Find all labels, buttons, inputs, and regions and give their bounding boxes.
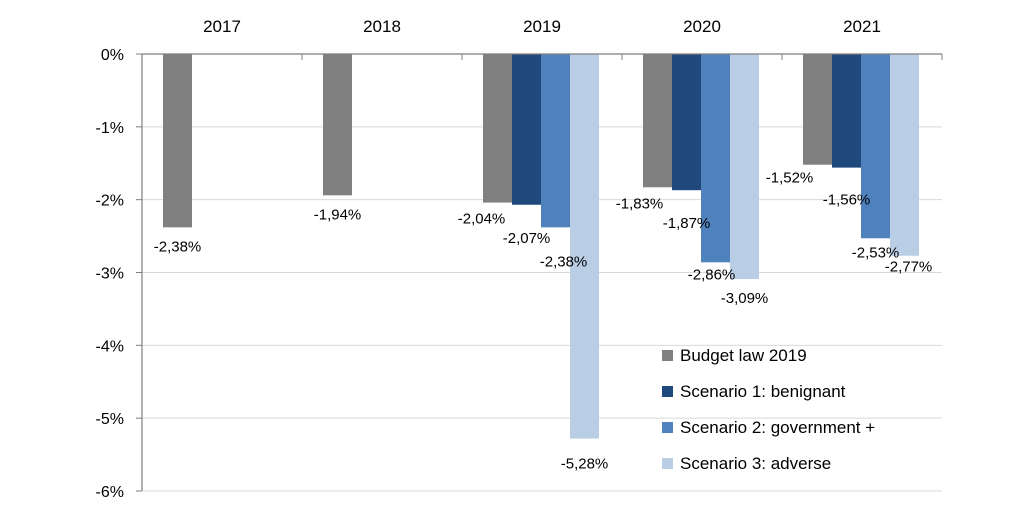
bar (730, 54, 759, 280)
bar (483, 54, 512, 203)
data-label: -2,53% (852, 244, 900, 261)
bar (672, 54, 701, 191)
data-label: -2,07% (503, 230, 551, 247)
legend-swatch (662, 386, 673, 397)
y-tick-label: -6% (96, 484, 124, 501)
data-label: -3,09% (721, 290, 769, 307)
bar (643, 54, 672, 188)
data-label: -2,38% (154, 238, 202, 255)
data-label: -5,28% (561, 456, 609, 473)
data-label: -2,38% (540, 253, 588, 270)
data-label: -2,04% (458, 211, 506, 228)
legend-item-label: Scenario 3: adverse (680, 454, 831, 473)
data-label: -2,86% (688, 266, 736, 283)
y-tick-label: -5% (96, 411, 124, 428)
legend-item-label: Scenario 2: government + (680, 418, 875, 437)
data-label: -2,77% (885, 259, 933, 276)
legend-swatch (662, 422, 673, 433)
y-tick-label: -2% (96, 193, 124, 210)
x-category-label: 2021 (843, 17, 881, 36)
data-label: -1,56% (823, 192, 871, 209)
y-tick-label: -4% (96, 338, 124, 355)
bar (890, 54, 919, 256)
x-category-label: 2017 (203, 17, 241, 36)
bar (832, 54, 861, 168)
legend-item-label: Budget law 2019 (680, 346, 807, 365)
bar (163, 54, 192, 228)
data-label: -1,94% (314, 206, 362, 223)
x-category-label: 2020 (683, 17, 721, 36)
bar (570, 54, 599, 439)
legend-swatch (662, 458, 673, 469)
data-label: -1,52% (766, 170, 814, 187)
data-label: -1,83% (616, 195, 664, 212)
legend-item-label: Scenario 1: benignant (680, 382, 846, 401)
bar (701, 54, 730, 263)
y-tick-label: 0% (101, 47, 124, 64)
bar (323, 54, 352, 196)
bar (512, 54, 541, 205)
x-category-label: 2019 (523, 17, 561, 36)
legend-swatch (662, 350, 673, 361)
bar (541, 54, 570, 228)
y-tick-label: -3% (96, 266, 124, 283)
y-tick-label: -1% (96, 120, 124, 137)
bar (803, 54, 832, 165)
x-category-label: 2018 (363, 17, 401, 36)
bar (861, 54, 890, 239)
data-label: -1,87% (663, 215, 711, 232)
